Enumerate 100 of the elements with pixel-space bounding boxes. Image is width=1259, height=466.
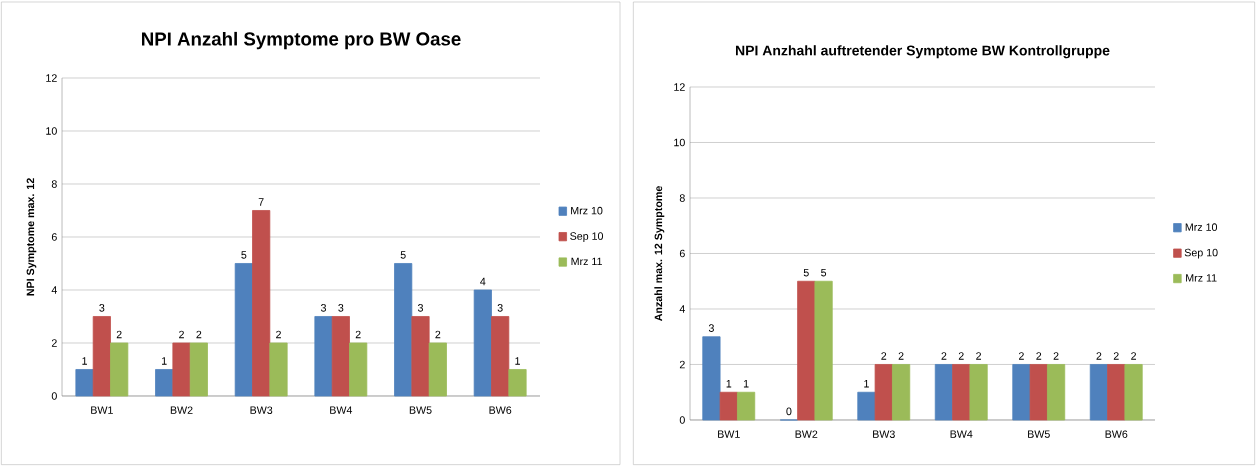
bar (252, 210, 271, 397)
bar (892, 364, 911, 421)
bar (702, 336, 721, 421)
x-tick-label: BW1 (91, 406, 113, 414)
legend-label: Mrz 11 (1186, 274, 1217, 282)
bar (814, 280, 833, 421)
bar (189, 342, 208, 397)
data-label: 1 (743, 380, 749, 388)
data-label: 4 (480, 277, 486, 286)
y-tick-label: 2 (679, 360, 685, 369)
bar (1029, 364, 1048, 421)
data-label: 2 (276, 330, 281, 339)
data-label: 1 (82, 357, 87, 365)
y-axis-title: NPI Symptome max. 12 (26, 178, 37, 296)
y-tick-label: 10 (674, 138, 685, 147)
chart-title: NPI Anzahl Symptome pro BW Oase (142, 31, 461, 50)
bar (491, 316, 510, 397)
data-label: 2 (1053, 352, 1059, 360)
data-label: 2 (179, 330, 184, 339)
data-label: 7 (258, 198, 264, 206)
bar (1089, 364, 1108, 421)
bar (1124, 364, 1143, 421)
data-label: 2 (1096, 352, 1102, 360)
bar (314, 316, 333, 397)
data-label: 1 (864, 380, 869, 388)
data-label: 2 (958, 352, 964, 360)
x-tick-label: BW4 (950, 430, 973, 438)
bar (934, 364, 953, 421)
x-tick-label: BW3 (250, 406, 273, 414)
y-tick-label: 4 (679, 305, 685, 313)
bar (155, 369, 174, 397)
bar (411, 316, 430, 397)
y-tick-label: 0 (51, 392, 57, 400)
x-tick-label: BW6 (489, 406, 512, 414)
data-label: 2 (355, 330, 361, 339)
data-label: 2 (1036, 352, 1042, 360)
x-tick-label: BW1 (718, 430, 740, 438)
data-label: 1 (726, 380, 732, 388)
bar (394, 263, 413, 397)
bar (428, 342, 447, 397)
bar (269, 342, 288, 397)
y-tick-label: 6 (679, 249, 685, 258)
bar (857, 391, 876, 421)
bar (172, 342, 191, 397)
data-label: 2 (116, 330, 122, 339)
bar (92, 316, 111, 397)
data-label: 3 (708, 324, 714, 332)
bar (737, 391, 756, 421)
legend-label: Mrz 10 (571, 206, 603, 215)
bar (75, 369, 94, 397)
bar (110, 342, 129, 397)
x-tick-label: BW5 (409, 406, 432, 414)
y-tick-label: 4 (51, 286, 57, 294)
chart-title: NPI Anzhahl auftretender Symptome BW Kontrollgruppe (735, 45, 1110, 59)
bar (1107, 364, 1126, 421)
data-label: 2 (881, 352, 887, 360)
bar (349, 342, 368, 397)
bar (331, 316, 350, 397)
data-label: 2 (435, 330, 441, 339)
bar (234, 263, 253, 397)
data-label: 3 (497, 304, 503, 312)
y-tick-label: 8 (679, 194, 685, 202)
bar (797, 280, 816, 421)
data-label: 3 (417, 304, 423, 312)
bar (969, 364, 988, 421)
x-tick-label: BW3 (873, 430, 895, 438)
data-label: 3 (99, 304, 105, 312)
data-label: 2 (196, 330, 202, 339)
legend-label: Mrz 11 (571, 257, 602, 266)
x-tick-label: BW4 (330, 406, 353, 414)
bar (508, 369, 527, 397)
y-tick-label: 6 (51, 233, 57, 241)
bar (1047, 364, 1066, 421)
x-tick-label: BW2 (795, 430, 818, 438)
data-label: 2 (1113, 352, 1119, 360)
bar (719, 391, 738, 421)
data-label: 2 (898, 352, 904, 360)
y-tick-label: 8 (51, 180, 57, 188)
bar (874, 364, 893, 421)
legend-label: Sep 10 (1184, 248, 1218, 259)
y-tick-label: 12 (674, 83, 685, 91)
data-label: 1 (515, 357, 520, 365)
data-label: 3 (320, 304, 326, 312)
legend-label: Sep 10 (570, 232, 604, 242)
data-label: 5 (821, 268, 827, 277)
data-label: 2 (976, 352, 982, 360)
y-tick-label: 2 (51, 339, 57, 347)
data-label: 1 (162, 357, 167, 365)
data-label: 2 (1018, 352, 1024, 360)
y-tick-label: 12 (46, 74, 57, 82)
y-tick-label: 10 (46, 127, 57, 135)
data-label: 2 (941, 352, 947, 360)
x-tick-label: BW5 (1028, 430, 1050, 438)
y-tick-label: 0 (679, 416, 685, 424)
legend-label: Mrz 10 (1185, 223, 1218, 231)
bar (1012, 364, 1031, 421)
bar (473, 289, 492, 397)
data-label: 5 (241, 251, 247, 259)
data-label: 0 (786, 407, 792, 416)
data-label: 2 (1131, 352, 1137, 360)
